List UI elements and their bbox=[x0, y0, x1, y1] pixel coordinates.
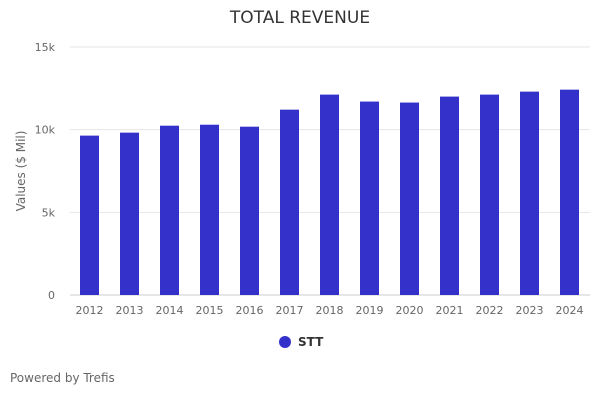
bar bbox=[120, 132, 139, 295]
x-tick-label: 2018 bbox=[316, 304, 344, 317]
bar bbox=[440, 96, 459, 295]
x-tick-label: 2014 bbox=[156, 304, 184, 317]
x-tick-label: 2015 bbox=[196, 304, 224, 317]
x-tick-label: 2023 bbox=[516, 304, 544, 317]
x-tick-label: 2022 bbox=[476, 304, 504, 317]
bar bbox=[360, 101, 379, 295]
bar bbox=[160, 125, 179, 295]
x-tick-label: 2017 bbox=[276, 304, 304, 317]
legend-label: STT bbox=[298, 335, 324, 349]
bar bbox=[320, 94, 339, 295]
bar bbox=[200, 124, 219, 295]
legend-marker bbox=[279, 336, 291, 348]
y-tick-label: 15k bbox=[35, 41, 56, 54]
y-axis-label: Values ($ Mil) bbox=[14, 131, 28, 212]
x-tick-label: 2021 bbox=[436, 304, 464, 317]
y-tick-label: 10k bbox=[35, 124, 56, 137]
bar bbox=[240, 126, 259, 295]
x-tick-label: 2013 bbox=[116, 304, 144, 317]
x-tick-label: 2020 bbox=[396, 304, 424, 317]
chart-title: TOTAL REVENUE bbox=[229, 8, 371, 28]
legend[interactable]: STT bbox=[279, 335, 323, 349]
bar bbox=[560, 89, 579, 295]
bar bbox=[400, 102, 419, 295]
credit-text: Powered by Trefis bbox=[10, 371, 115, 385]
bar bbox=[280, 109, 299, 295]
bar bbox=[80, 135, 99, 295]
x-tick-label: 2012 bbox=[76, 304, 104, 317]
y-tick-label: 5k bbox=[42, 206, 56, 219]
bar bbox=[520, 91, 539, 295]
bar bbox=[480, 94, 499, 295]
x-tick-label: 2016 bbox=[236, 304, 264, 317]
x-tick-label: 2024 bbox=[556, 304, 584, 317]
y-tick-label: 0 bbox=[48, 289, 55, 302]
x-tick-label: 2019 bbox=[356, 304, 384, 317]
